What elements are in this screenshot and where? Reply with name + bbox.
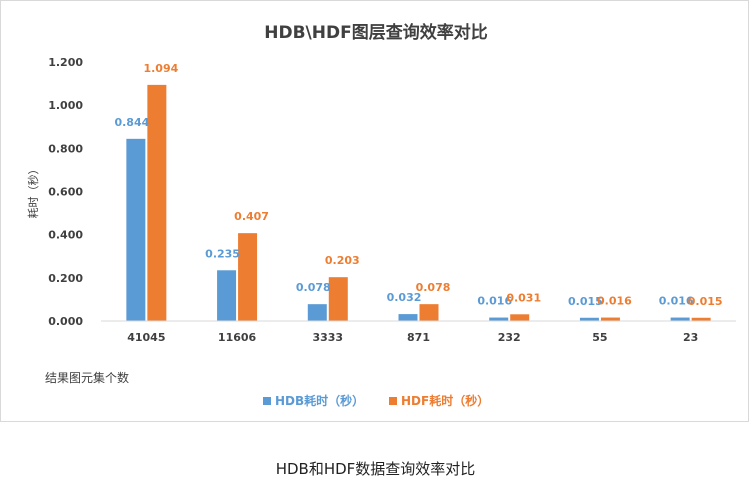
y-tick-label: 0.800 bbox=[48, 142, 83, 155]
figure-caption: HDB和HDF数据查询效率对比 bbox=[275, 460, 476, 478]
data-label-hdb: 0.016 bbox=[477, 295, 512, 308]
bar-hdf bbox=[147, 84, 167, 322]
data-label-hdf: 0.203 bbox=[325, 254, 360, 267]
data-label-hdf: 0.015 bbox=[688, 295, 723, 308]
data-label-hdb: 0.032 bbox=[387, 291, 422, 304]
bar-hdf bbox=[328, 277, 348, 321]
data-label-hdb: 0.844 bbox=[114, 116, 149, 129]
chart-frame: HDB\HDF图层查询效率对比 耗时（秒） 结果图元集个数 0.000 0.200… bbox=[0, 0, 749, 422]
bar-hdf bbox=[510, 314, 530, 321]
bar-hdb bbox=[489, 317, 509, 321]
bar-hdf bbox=[600, 317, 620, 321]
data-label-hdf: 0.078 bbox=[416, 281, 451, 294]
bar-series bbox=[126, 84, 711, 322]
legend-label: HDF耗时（秒） bbox=[401, 393, 489, 408]
x-tick-label: 11606 bbox=[218, 331, 257, 344]
data-label-hdf: 0.407 bbox=[234, 210, 269, 223]
x-tick-label: 23 bbox=[683, 331, 698, 344]
bar-hdf bbox=[419, 304, 439, 321]
data-label-hdb: 0.015 bbox=[568, 295, 603, 308]
bar-hdb bbox=[307, 304, 327, 321]
x-axis-ticks: 41045 11606 3333 871 232 55 23 bbox=[127, 331, 698, 344]
bar-hdb bbox=[670, 317, 690, 321]
y-tick-label: 0.400 bbox=[48, 229, 83, 242]
x-tick-label: 3333 bbox=[312, 331, 343, 344]
bar-chart: HDB\HDF图层查询效率对比 耗时（秒） 结果图元集个数 0.000 0.200… bbox=[26, 22, 736, 408]
y-tick-label: 0.200 bbox=[48, 272, 83, 285]
y-tick-label: 0.000 bbox=[48, 315, 83, 328]
y-tick-label: 1.000 bbox=[48, 99, 83, 112]
y-axis-ticks: 0.000 0.200 0.400 0.600 0.800 1.000 1.200 bbox=[48, 56, 83, 328]
data-label-hdb: 0.078 bbox=[296, 281, 331, 294]
legend-swatch bbox=[263, 397, 271, 405]
y-tick-label: 1.200 bbox=[48, 56, 83, 69]
data-label-hdb: 0.016 bbox=[659, 295, 694, 308]
data-label-hdb: 0.235 bbox=[205, 247, 240, 260]
chart-title: HDB\HDF图层查询效率对比 bbox=[264, 22, 487, 43]
x-tick-label: 871 bbox=[407, 331, 430, 344]
data-label-hdf: 1.094 bbox=[143, 62, 178, 75]
data-label-hdf: 0.016 bbox=[597, 295, 632, 308]
legend-label: HDB耗时（秒） bbox=[275, 393, 364, 408]
x-tick-label: 232 bbox=[498, 331, 521, 344]
bar-hdf bbox=[691, 317, 711, 321]
y-axis-label: 耗时（秒） bbox=[26, 164, 40, 219]
bar-hdb bbox=[579, 317, 599, 321]
legend: HDB耗时（秒） HDF耗时（秒） bbox=[263, 393, 489, 408]
x-tick-label: 55 bbox=[592, 331, 607, 344]
bar-hdb bbox=[126, 138, 146, 321]
bar-hdf bbox=[238, 233, 258, 321]
x-tick-label: 41045 bbox=[127, 331, 165, 344]
bar-hdb bbox=[398, 314, 418, 321]
legend-swatch bbox=[389, 397, 397, 405]
bar-hdb bbox=[217, 270, 237, 321]
x-axis-label: 结果图元集个数 bbox=[45, 370, 129, 385]
data-label-hdf: 0.031 bbox=[506, 291, 541, 304]
data-labels: 0.8441.0940.2350.4070.0780.2030.0320.078… bbox=[114, 62, 722, 308]
y-tick-label: 0.600 bbox=[48, 186, 83, 199]
